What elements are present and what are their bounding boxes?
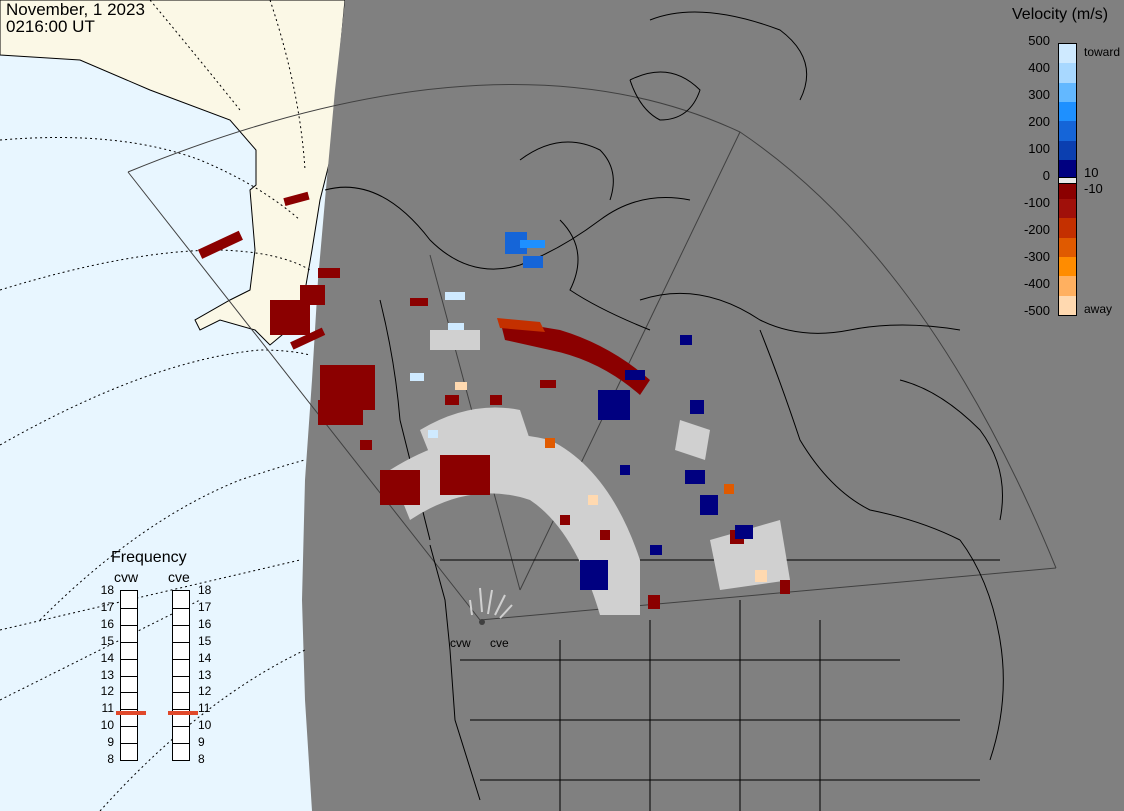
frequency-gridline <box>173 641 189 659</box>
frequency-gridline <box>121 641 137 659</box>
colorbar-toward-label: toward <box>1084 45 1121 59</box>
colorbar-segment <box>1059 295 1076 316</box>
colorbar-segment <box>1059 102 1076 122</box>
colorbar-tick-label: 500 <box>1028 33 1050 48</box>
frequency-level-label: 11 <box>198 701 211 716</box>
colorbar-tick-label: 0 <box>1042 168 1050 183</box>
time-label: 0216:00 UT <box>6 17 95 36</box>
frequency-gridline <box>173 607 189 625</box>
colorbar-segment <box>1059 218 1076 239</box>
colorbar-segment <box>1059 160 1076 180</box>
frequency-level-label: 8 <box>198 752 205 766</box>
backscatter-away <box>197 191 790 609</box>
colorbar-tick-label: 300 <box>1028 87 1050 102</box>
frequency-level-label: 15 <box>100 633 114 648</box>
frequency-level-label: 11 <box>101 701 114 716</box>
frequency-column <box>172 590 190 761</box>
frequency-level-label: 9 <box>107 735 114 750</box>
frequency-gridline <box>121 658 137 676</box>
frequency-title: Frequency <box>111 549 187 566</box>
frequency-level-label: 17 <box>198 599 212 614</box>
frequency-gridline <box>121 709 137 726</box>
colorbar-segment <box>1059 140 1076 161</box>
colorbar-segment <box>1059 198 1076 219</box>
date-label: November, 1 2023 <box>6 0 145 19</box>
colorbar-tick-label: 400 <box>1028 60 1050 75</box>
colorbar-segment <box>1059 276 1076 297</box>
colorbar-tick-label: 100 <box>1028 141 1050 156</box>
radar-label-cve: cve <box>490 636 509 650</box>
colorbar-away-label: away <box>1084 302 1113 316</box>
frequency-column <box>120 590 138 761</box>
frequency-radar-cve: cve <box>168 569 190 585</box>
backscatter-toward <box>580 335 753 590</box>
frequency-gridline <box>173 624 189 642</box>
frequency-level-label: 8 <box>107 752 114 766</box>
backscatter-toward-bright <box>505 232 545 268</box>
frequency-level-label: 10 <box>198 718 212 733</box>
frequency-level-label: 10 <box>100 718 114 733</box>
colorbar-neg-inner: -10 <box>1084 181 1103 196</box>
radar-site-marker <box>479 619 485 625</box>
radar-beams <box>469 587 513 619</box>
frequency-level-label: 17 <box>100 599 114 614</box>
frequency-level-label: 16 <box>198 616 212 631</box>
frequency-gridline <box>173 743 189 760</box>
backscatter-pale <box>455 382 767 582</box>
frequency-level-label: 14 <box>198 650 212 665</box>
frequency-gridline <box>173 726 189 743</box>
backscatter-light <box>410 292 465 438</box>
radar-label-cvw: cvw <box>450 636 471 650</box>
frequency-gridline <box>121 624 137 642</box>
frequency-level-label: 12 <box>100 684 114 699</box>
frequency-gridline <box>173 692 189 709</box>
frequency-level-label: 14 <box>100 650 114 665</box>
colorbar-tick-label: -300 <box>1023 249 1050 264</box>
frequency-radar-cvw: cvw <box>114 569 139 585</box>
frequency-gridline <box>121 607 137 625</box>
night-shade <box>302 0 1124 811</box>
frequency-level-label: 15 <box>198 633 212 648</box>
frequency-gridline <box>173 675 189 693</box>
daylight-land <box>0 0 346 346</box>
frequency-level-label: 9 <box>198 735 205 750</box>
backscatter-mid <box>497 318 734 494</box>
frequency-marker <box>168 711 198 716</box>
velocity-colorbar <box>1058 43 1077 316</box>
colorbar-pos-inner: 10 <box>1084 165 1099 180</box>
colorbar-tick-label: -200 <box>1023 222 1050 237</box>
frequency-level-label: 18 <box>198 583 212 597</box>
frequency-marker <box>116 711 146 716</box>
frequency-gridline <box>121 675 137 693</box>
coastlines <box>324 11 1004 811</box>
colorbar-tick-label: -100 <box>1023 195 1050 210</box>
frequency-gridline <box>173 709 189 726</box>
colorbar-segment <box>1059 82 1076 103</box>
frequency-gridline <box>121 726 137 743</box>
frequency-level-label: 18 <box>100 583 114 597</box>
colorbar-tick-label: 200 <box>1028 114 1050 129</box>
colorbar-tick-label: -400 <box>1023 276 1050 291</box>
frequency-level-label: 16 <box>100 616 114 631</box>
colorbar-segment <box>1059 179 1076 200</box>
colorbar-segment <box>1059 121 1076 142</box>
colorbar-segment <box>1059 44 1076 64</box>
colorbar-zero-band <box>1059 176 1076 184</box>
colorbar-tick-label: -500 <box>1023 303 1050 318</box>
colorbar-segment <box>1059 256 1076 277</box>
colorbar-segment <box>1059 237 1076 258</box>
frequency-level-label: 13 <box>198 667 212 682</box>
frequency-level-label: 12 <box>198 684 212 699</box>
colorbar-title: Velocity (m/s) <box>1012 6 1109 23</box>
frequency-gridline <box>121 692 137 709</box>
colorbar-segment <box>1059 63 1076 84</box>
frequency-gridline <box>173 658 189 676</box>
frequency-gridline <box>121 743 137 760</box>
frequency-level-label: 13 <box>100 667 114 682</box>
